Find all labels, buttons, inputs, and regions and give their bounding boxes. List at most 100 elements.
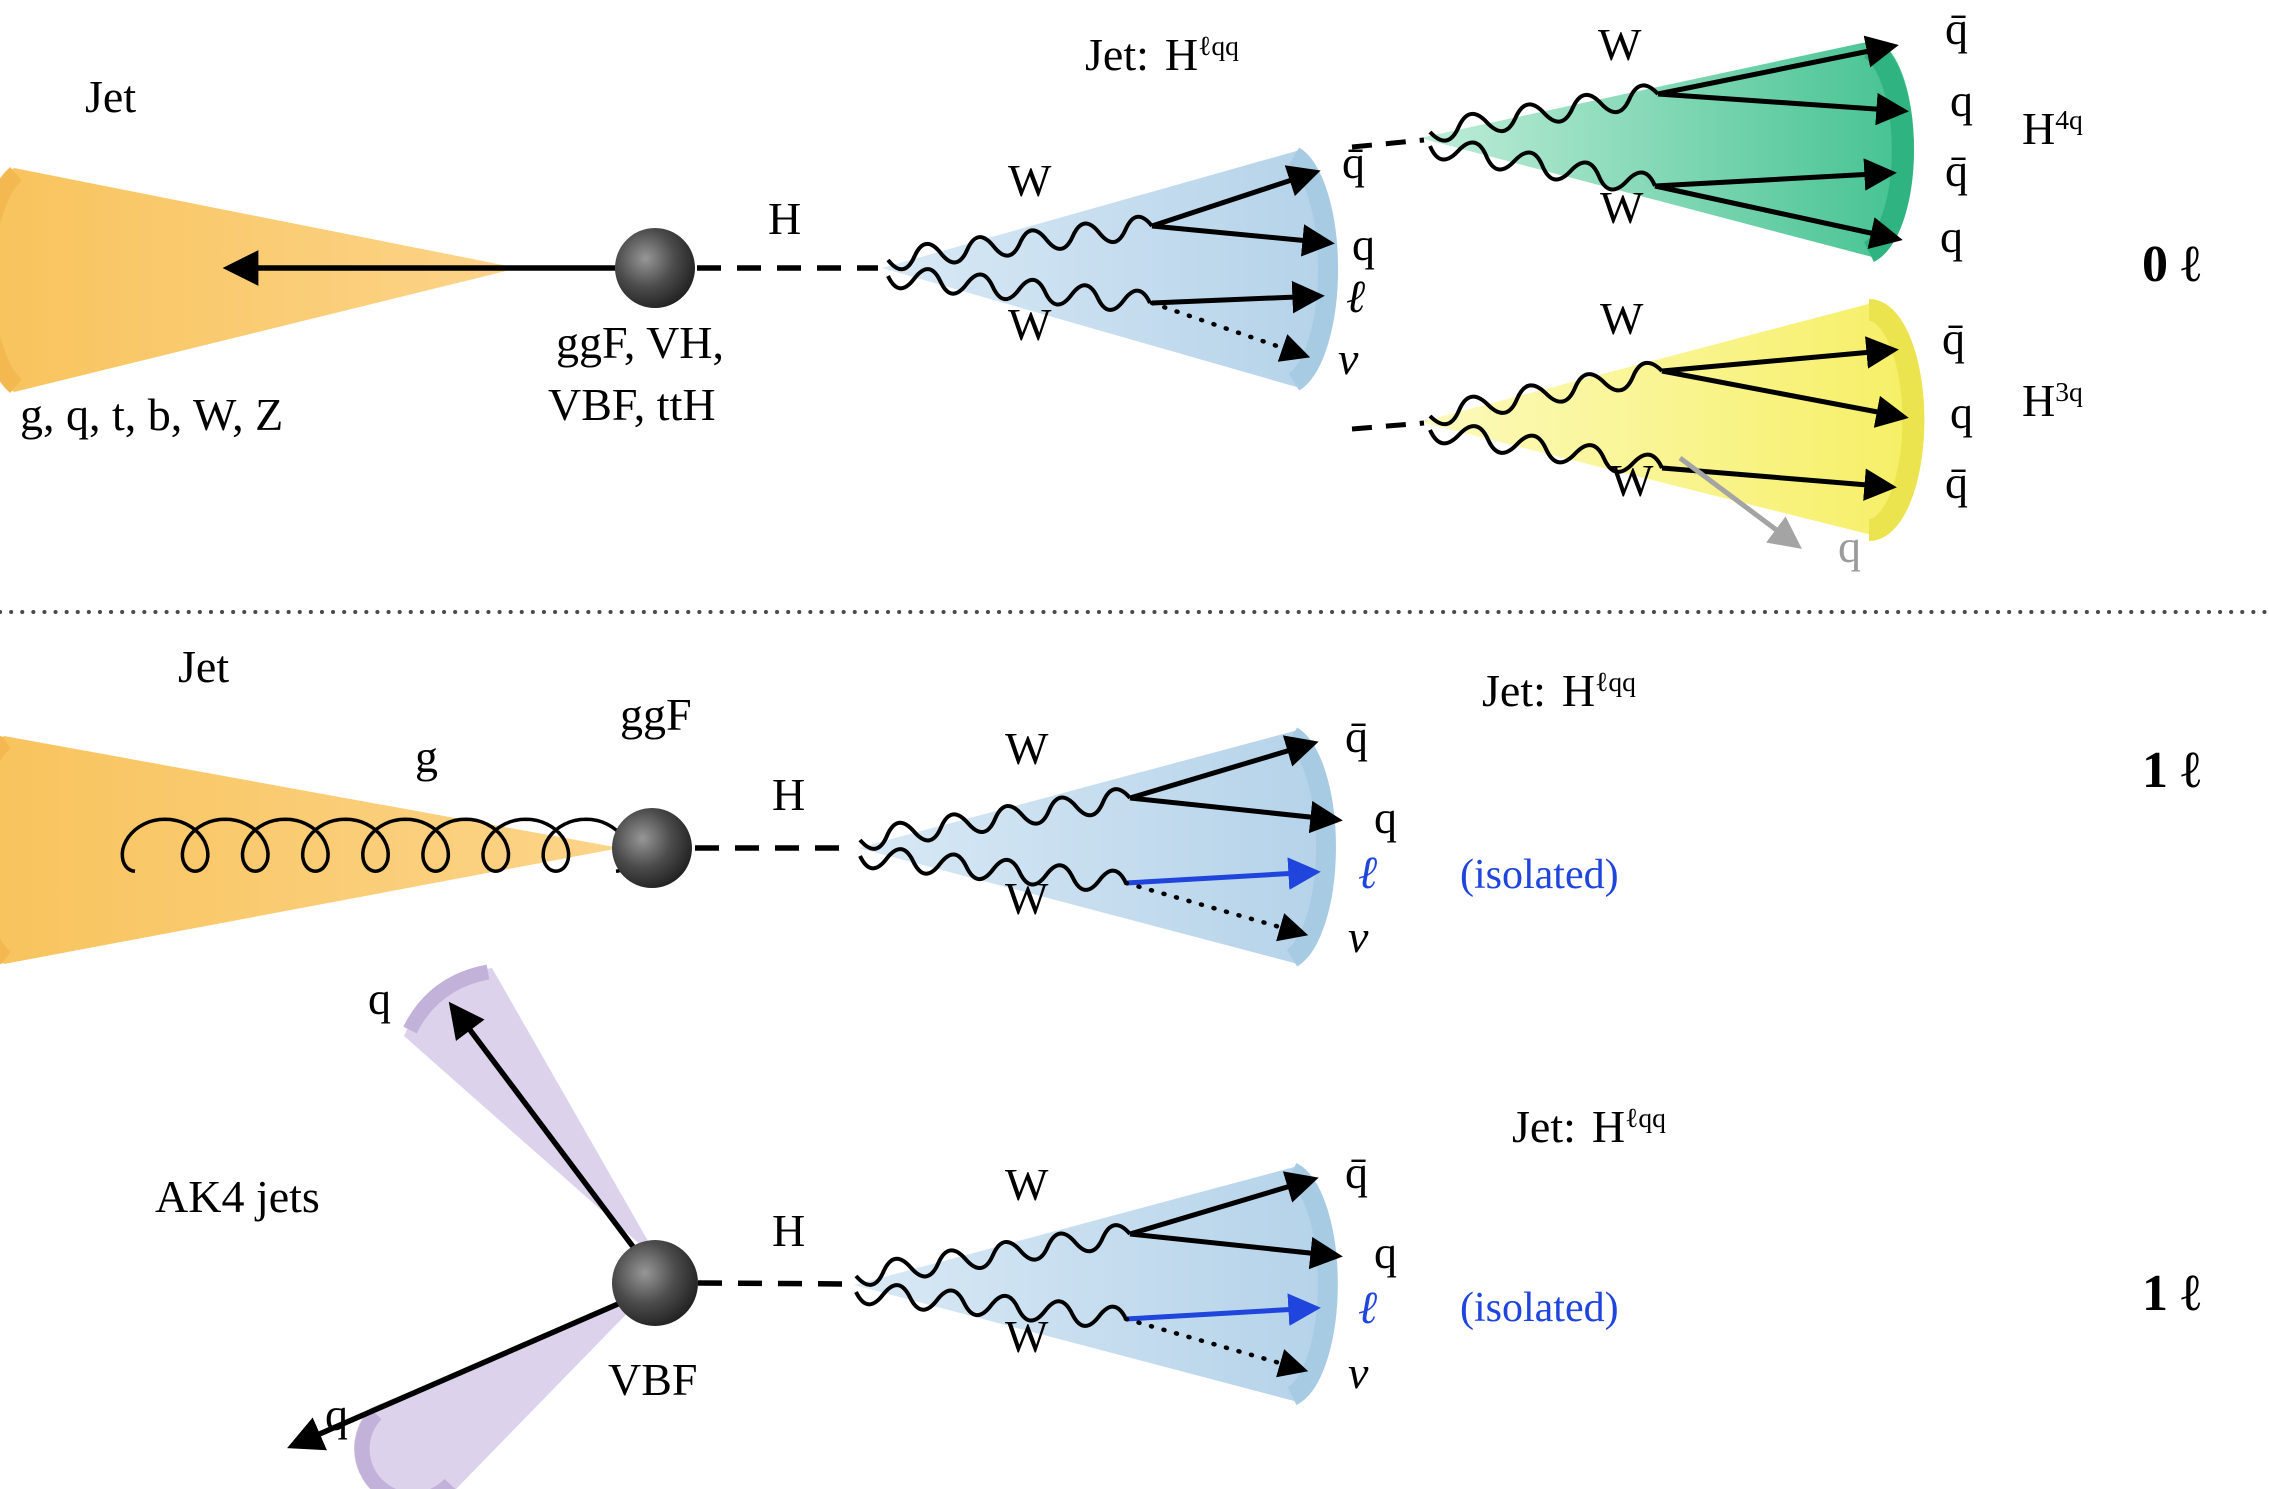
lepton-arrow xyxy=(1151,280,1325,314)
qbar-label: q̄ xyxy=(1945,457,1968,508)
q-label: q xyxy=(1950,387,1973,438)
q-label: q xyxy=(1940,211,1963,262)
jet-type-base: H xyxy=(1591,1101,1626,1152)
h4q-cone xyxy=(1420,40,1915,258)
lepton-label: ℓ xyxy=(1358,1282,1378,1333)
w-label: W xyxy=(1008,155,1052,206)
quark-arrow xyxy=(1654,183,1903,249)
w-boson-line xyxy=(1428,360,1664,427)
h3q-cone xyxy=(1420,302,1923,536)
quark-arrow xyxy=(1657,35,1899,97)
w-boson-line xyxy=(886,267,1152,312)
jet-type-prefix: Jet: xyxy=(1085,29,1149,80)
w-boson-line xyxy=(858,847,1128,892)
ggf-label: ggF xyxy=(620,689,692,740)
lost-quark-arrow xyxy=(1678,455,1802,549)
neutrino-label: ν xyxy=(1348,1347,1369,1398)
vbf-quark-arrow-down xyxy=(287,1294,636,1451)
jet-label-top: Jet xyxy=(85,71,137,122)
h4q-sup: 4q xyxy=(2055,103,2083,135)
neutrino-label: ν xyxy=(1338,333,1359,384)
w-label: W xyxy=(1600,293,1644,344)
neutrino-arrow xyxy=(1123,1316,1309,1378)
jet-type-sup: ℓqq xyxy=(1198,29,1239,61)
vbf-quark-arrow-up xyxy=(448,1001,649,1266)
quark-arrow xyxy=(1661,368,1909,428)
wqq-cone-top xyxy=(882,150,1336,388)
isolated-lepton-arrow xyxy=(1125,1293,1321,1326)
q-label: q xyxy=(1374,792,1397,843)
h3q-base: H xyxy=(2022,375,2056,426)
w-label: W xyxy=(1610,455,1654,506)
quark-arrow xyxy=(1129,1231,1343,1270)
higgs-propagator-bottom xyxy=(697,1280,851,1287)
jet-label-middle: Jet xyxy=(178,641,230,692)
vbf-q-down-label: q xyxy=(325,1389,348,1440)
gluon-label: g xyxy=(415,731,438,782)
jet-type-label-bottom: Jet: Hℓqq xyxy=(1512,1101,1666,1153)
production-modes-line1: ggF, VH, xyxy=(556,317,725,368)
q-label: q xyxy=(1352,219,1375,270)
vbf-cone-down-cap xyxy=(354,1408,456,1489)
h4q-base: H xyxy=(2022,103,2056,154)
vbf-cone-up-cap xyxy=(403,964,490,1034)
quark-arrow xyxy=(1129,735,1319,801)
neutrino-label: ν xyxy=(1348,911,1369,962)
jet-type-prefix: Jet: xyxy=(1512,1101,1576,1152)
q-label: q xyxy=(1374,1227,1397,1278)
jet-type-base: H xyxy=(1164,29,1199,80)
lost-q-label: q xyxy=(1838,521,1861,572)
qbar-label: q̄ xyxy=(1942,313,1965,364)
isolated-lepton-arrow xyxy=(1125,857,1321,890)
jet-type-label-top: Jet: Hℓqq xyxy=(1085,29,1239,81)
higgs-vertex-middle xyxy=(612,808,692,888)
quark-arrow xyxy=(1661,336,1899,374)
jet-type-sup: ℓqq xyxy=(1595,665,1636,697)
w-label: W xyxy=(1005,723,1049,774)
wqq-cone-middle xyxy=(858,730,1334,964)
isolated-label-bottom: (isolated) xyxy=(1460,1285,1619,1331)
lepton-label: ℓ xyxy=(1358,847,1378,898)
qbar-label: q̄ xyxy=(1945,3,1968,54)
jet-particles-label: g, q, t, b, W, Z xyxy=(20,389,284,440)
jet-cone-top-cap xyxy=(0,167,23,393)
jet-type-label-middle: Jet: Hℓqq xyxy=(1482,665,1636,717)
category-1l-middle: 1 ℓ xyxy=(2142,742,2201,799)
quark-arrow xyxy=(1129,795,1343,834)
vbf-label: VBF xyxy=(608,1354,698,1405)
w-boson-line xyxy=(1428,140,1657,192)
higgs-label-top: H xyxy=(768,193,802,244)
category-1l-bottom: 1 ℓ xyxy=(2142,1265,2201,1322)
w-boson-line xyxy=(1428,424,1664,474)
w-boson-line xyxy=(886,214,1154,272)
quark-arrow xyxy=(1657,91,1909,126)
h3q-cone-cap xyxy=(1868,299,1925,541)
higgs-vertex-top xyxy=(615,228,695,308)
higgs-propagator-yellow xyxy=(1351,420,1425,432)
jet-type-base: H xyxy=(1561,665,1596,716)
neutrino-arrow xyxy=(1149,300,1311,362)
h4q-tag: H4q xyxy=(2022,103,2083,155)
neutrino-arrow xyxy=(1123,880,1309,942)
w-boson-line xyxy=(854,1283,1128,1328)
jet-type-sup: ℓqq xyxy=(1625,1101,1666,1133)
w-boson-line xyxy=(854,1223,1132,1287)
w-boson-line xyxy=(858,787,1132,851)
higgs-label-middle: H xyxy=(772,769,806,820)
qbar-label: q̄ xyxy=(1342,137,1365,188)
higgs-label-bottom: H xyxy=(772,1205,806,1256)
jet-cone-top xyxy=(0,168,518,392)
gluon-line xyxy=(120,817,631,873)
isolated-label-middle: (isolated) xyxy=(1460,852,1619,898)
jet-type-prefix: Jet: xyxy=(1482,665,1546,716)
qbar-label: q̄ xyxy=(1345,1147,1368,1198)
higgs-propagator-green xyxy=(1351,137,1425,150)
w-label: W xyxy=(1008,299,1052,350)
w-label: W xyxy=(1600,182,1644,233)
w-label: W xyxy=(1005,1159,1049,1210)
qbar-label: q̄ xyxy=(1945,145,1968,196)
lepton-label: ℓ xyxy=(1346,271,1366,322)
w-label: W xyxy=(1598,19,1642,70)
